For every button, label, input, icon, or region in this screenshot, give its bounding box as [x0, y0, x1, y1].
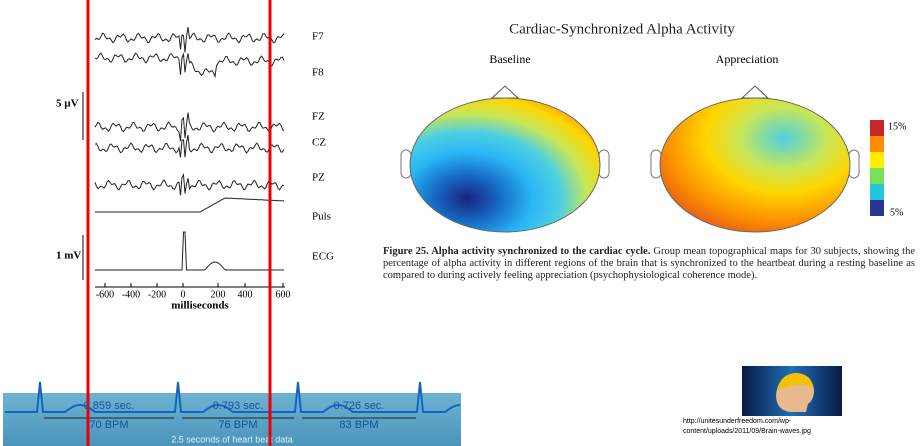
brain-image — [742, 366, 842, 416]
x-tick-label: 600 — [276, 289, 291, 300]
caption-bold: Figure 25. Alpha activity synchronized t… — [383, 246, 650, 257]
color-scale — [870, 120, 884, 216]
channel-label: F7 — [312, 31, 324, 43]
strip-footer: 2.5 seconds of heart beat data — [171, 434, 293, 444]
eeg-trace — [95, 27, 284, 52]
channel-label: F8 — [312, 67, 324, 79]
map-label: Baseline — [489, 52, 530, 66]
map-label: Appreciation — [716, 52, 779, 66]
interval-bpm: 83 BPM — [339, 419, 378, 431]
eeg-trace — [95, 232, 284, 270]
interval-time: 0.726 sec. — [334, 400, 385, 412]
channel-label: PZ — [312, 172, 325, 184]
scale-label: 1 mV — [56, 250, 81, 262]
eeg-trace — [95, 198, 284, 212]
x-axis-label: milliseconds — [171, 300, 229, 312]
interval-time: 0.793 sec. — [213, 400, 264, 412]
x-tick-label: 400 — [238, 289, 253, 300]
scale-label: 5 µV — [56, 98, 79, 110]
channel-label: CZ — [312, 137, 326, 149]
x-tick-label: 200 — [211, 289, 226, 300]
figure-caption: Figure 25. Alpha activity synchronized t… — [383, 246, 915, 282]
topo-map — [401, 86, 609, 232]
source-url: http://unitesunderfreedom.com/wp- — [683, 418, 792, 425]
legend-label: 5% — [890, 207, 903, 218]
channel-label: FZ — [312, 111, 325, 123]
eeg-trace — [95, 53, 284, 77]
topo-title: Cardiac-Synchronized Alpha Activity — [509, 21, 735, 37]
eeg-trace — [95, 175, 284, 196]
channel-label: ECG — [312, 251, 334, 263]
topo-map — [651, 86, 859, 232]
interval-bpm: 70 BPM — [89, 419, 128, 431]
interval-bpm: 76 BPM — [218, 419, 257, 431]
eeg-panel — [95, 27, 284, 270]
x-tick-label: -200 — [148, 289, 166, 300]
interval-time: 0.859 sec. — [84, 400, 135, 412]
legend-label: 15% — [888, 121, 906, 132]
x-tick-label: -600 — [96, 289, 114, 300]
eeg-trace — [95, 113, 284, 141]
page: 5 µV 1 mV milliseconds Cardiac-Synchroni… — [0, 0, 920, 446]
x-tick-label: 0 — [181, 289, 186, 300]
x-tick-label: -400 — [122, 289, 140, 300]
slide: 5 µV 1 mV milliseconds Cardiac-Synchroni… — [0, 0, 920, 446]
eeg-trace — [95, 135, 284, 157]
source-url: content/uploads/2011/09/Brain-waves.jpg — [683, 428, 811, 435]
channel-label: Puls — [312, 211, 331, 223]
